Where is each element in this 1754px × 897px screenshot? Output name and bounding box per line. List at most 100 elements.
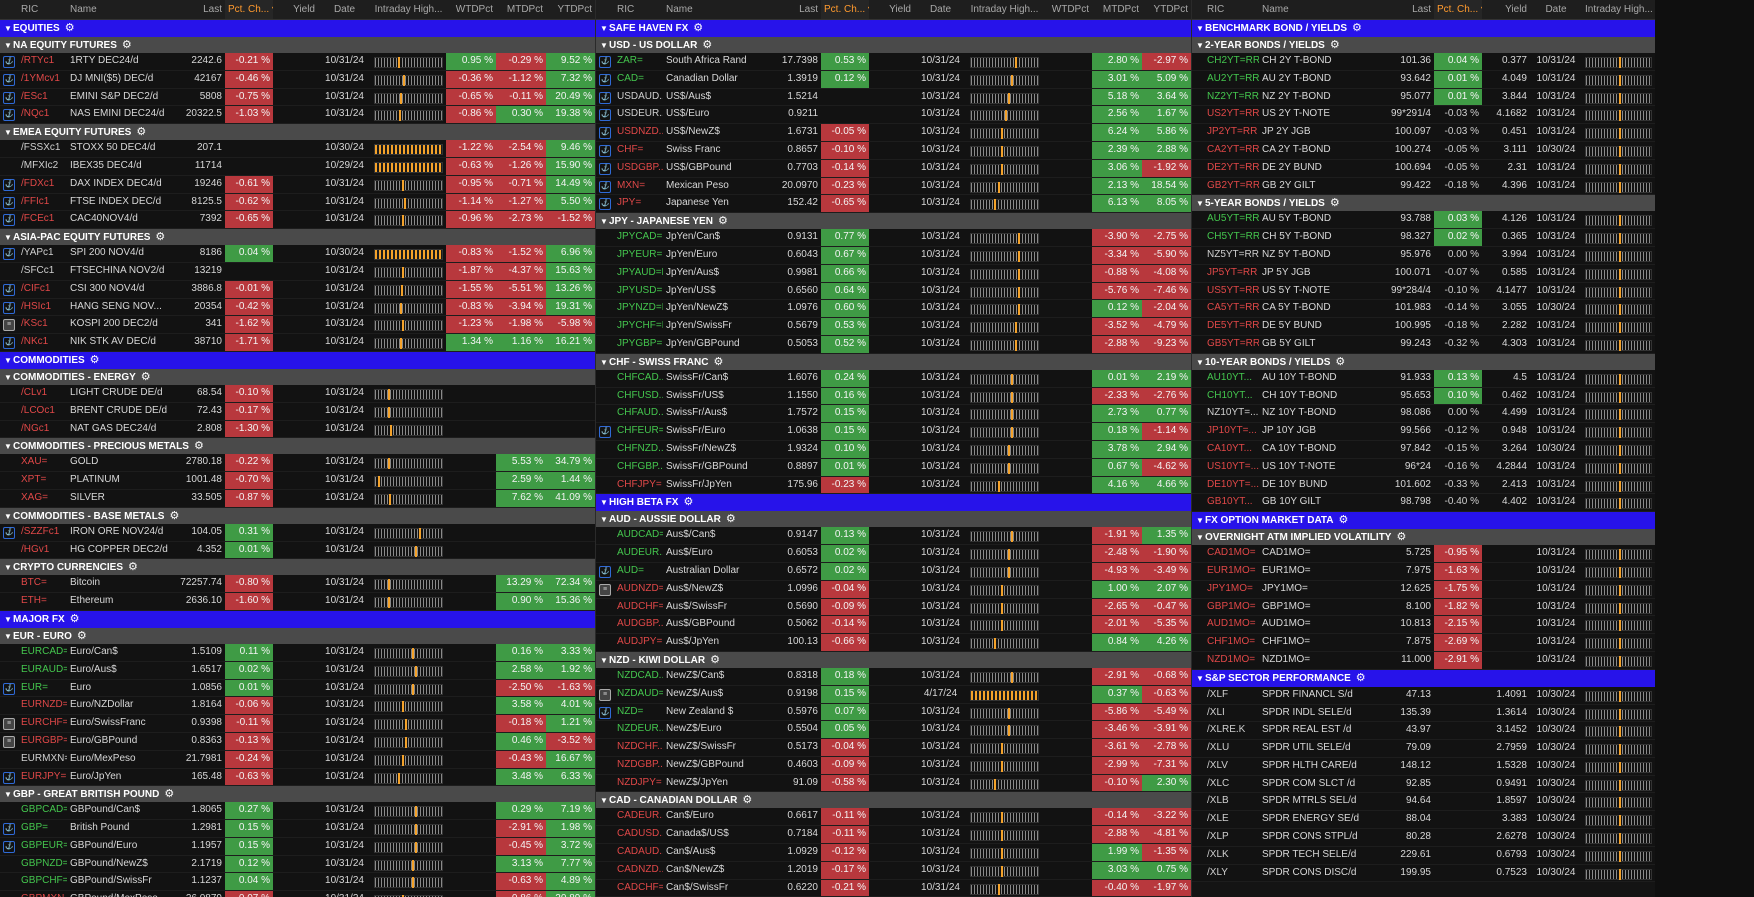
quote-row[interactable]: /XLV SPDR HLTH CARE/d 148.12 1.5328 10/30/24	[1192, 757, 1655, 776]
quote-row[interactable]: AU10YT... AU 10Y T-BOND 91.933 0.13 % 4.5 10/…	[1192, 369, 1655, 388]
ric-code[interactable]: CHFEUR=R	[617, 425, 663, 437]
ric-code[interactable]: US2YT=RR	[1207, 108, 1259, 120]
quote-row[interactable]: NZ5YT=RR NZ 5Y T-BOND 95.976 0.00 % 3.994 10/…	[1192, 246, 1655, 265]
chain-icon[interactable]: ⚓	[0, 820, 18, 837]
quote-row[interactable]: /CLv1 LIGHT CRUDE DE/d 68.54 -0.10 % 10/31/2…	[0, 384, 595, 403]
chain-icon[interactable]: ⚓	[0, 838, 18, 855]
subsection-header[interactable]: ▼2-YEAR BONDS / YIELDS ⚙	[1192, 37, 1655, 53]
caret-down-icon[interactable]: ▼	[600, 357, 608, 367]
ric-code[interactable]: CHFUSD...	[617, 389, 663, 401]
column-header-date[interactable]: Date	[1545, 4, 1567, 15]
quote-row[interactable]: NZDCAD... NewZ$/Can$ 0.8318 0.18 % 10/31/24-…	[596, 667, 1191, 686]
quote-row[interactable]: /XLI SPDR INDL SELE/d 135.39 1.3614 10/30/24	[1192, 704, 1655, 723]
quote-row[interactable]: /XLE SPDR ENERGY SE/d 88.04 3.383 10/30/24	[1192, 811, 1655, 830]
quote-row[interactable]: CADAUD... Can$/Aus$ 1.0929 -0.12 % 10/31/24 1…	[596, 844, 1191, 862]
gear-icon[interactable]: ⚙	[76, 629, 87, 642]
quote-row[interactable]: /NGc1 NAT GAS DEC24/d 2.808 -1.30 % 10/31/24	[0, 420, 595, 439]
quote-row[interactable]: ⚓ EUR= Euro 1.0856 0.01 % 10/31/24 -2.50 % -1.6…	[0, 679, 595, 698]
chain-icon[interactable]: ⚓	[0, 680, 18, 697]
quote-row[interactable]: ⚓ USDNZD... US$/NewZ$ 1.6731 -0.05 % 10/31/24…	[596, 124, 1191, 142]
ric-code[interactable]: CADUSD...	[617, 828, 663, 840]
caret-down-icon[interactable]: ▼	[1196, 199, 1204, 209]
ric-code[interactable]: /NQc1	[21, 108, 50, 120]
ric-code[interactable]: GBPNZD=	[21, 857, 67, 869]
caret-down-icon[interactable]: ▼	[4, 442, 12, 452]
quote-row[interactable]: ≡ EURCHF= Euro/SwissFranc 0.9398 -0.11 % 10/3…	[0, 715, 595, 733]
chain-icon[interactable]: ⚓	[596, 195, 614, 212]
gear-icon[interactable]: ⚙	[1352, 22, 1362, 34]
section-header[interactable]: ▼S&P SECTOR PERFORMANCE ⚙	[1192, 669, 1655, 687]
chain-icon[interactable]: ⚓	[596, 142, 614, 159]
quote-row[interactable]: /XLP SPDR CONS STPL/d 80.28 2.6278 10/30/24	[1192, 829, 1655, 847]
ric-code[interactable]: GBP=	[21, 822, 48, 834]
quote-row[interactable]: /XLU SPDR UTIL SELE/d 79.09 2.7959 10/30/24	[1192, 740, 1655, 758]
ric-code[interactable]: EURNZD=	[21, 699, 67, 711]
ric-code[interactable]: EUR1MO=	[1207, 564, 1256, 576]
column-header-pct-ch[interactable]: Pct. Ch... ▾	[1434, 0, 1482, 19]
ric-code[interactable]: NZDAUD=	[617, 687, 663, 699]
quote-row[interactable]: /FSSXc1 STOXX 50 DEC4/d 207.1 10/30/24 -1.22…	[0, 140, 595, 158]
ric-code[interactable]: AUDCHF=	[617, 600, 663, 612]
gear-icon[interactable]: ⚙	[702, 39, 713, 51]
column-header-yield[interactable]: Yield	[1505, 4, 1527, 15]
chain-icon[interactable]: ⚓	[0, 71, 18, 88]
quote-row[interactable]: GB2YT=RR GB 2Y GILT 99.422 -0.18 % 4.396 10/3…	[1192, 177, 1655, 196]
caret-down-icon[interactable]: ▼	[600, 217, 608, 227]
caret-down-icon[interactable]: ▼	[1196, 673, 1204, 683]
subsection-header[interactable]: ▼OVERNIGHT ATM IMPLIED VOLATILITY ⚙	[1192, 529, 1655, 546]
quote-row[interactable]: ETH= Ethereum 2636.10 -1.60 % 10/31/24 0.90 %…	[0, 593, 595, 611]
subsection-header[interactable]: ▼ASIA-PAC EQUITY FUTURES ⚙	[0, 229, 595, 246]
chain-icon[interactable]: ⚓	[0, 299, 18, 316]
quote-row[interactable]: CADUSD... Canada$/US$ 0.7184 -0.11 % 10/31/2…	[596, 826, 1191, 845]
quote-row[interactable]: NZDCHF... NewZ$/SwissFr 0.5173 -0.04 % 10/31…	[596, 739, 1191, 757]
caret-down-icon[interactable]: ▼	[1196, 516, 1204, 526]
quote-row[interactable]: ⚓ CHF= Swiss Franc 0.8657 -0.10 % 10/31/24 2.3…	[596, 141, 1191, 160]
ric-code[interactable]: CHFGBP...	[617, 460, 663, 472]
quote-row[interactable]: ⚓/YAPc1 SPI 200 NOV4/d 8186 0.04 % 10/30/24-…	[0, 245, 595, 263]
column-header-date[interactable]: Date	[333, 4, 356, 15]
ric-code[interactable]: /ESc1	[21, 90, 48, 102]
gear-icon[interactable]: ⚙	[140, 370, 151, 383]
ric-code[interactable]: XAG=	[21, 491, 48, 503]
subsection-header[interactable]: ▼EMEA EQUITY FUTURES ⚙	[0, 124, 595, 141]
ric-code[interactable]: DE10YT=...	[1207, 478, 1259, 490]
ric-code[interactable]: US5YT=RR	[1207, 284, 1259, 296]
caret-down-icon[interactable]: ▼	[4, 372, 12, 382]
column-header-wtdpct[interactable]: WTDPct	[1051, 4, 1089, 15]
chain-icon[interactable]: ⚓	[596, 704, 614, 721]
column-header-name[interactable]: Name	[1262, 4, 1289, 15]
quote-row[interactable]: GBPMXN...GBPound/MexPeso26.0879-0.07 %10…	[0, 891, 595, 897]
ric-code[interactable]: CADNZD...	[617, 863, 663, 875]
quote-row[interactable]: ≡ EURGBP= Euro/GBPound 0.8363 -0.13 % 10/31/2…	[0, 732, 595, 751]
quote-row[interactable]: CHFCAD... SwissFr/Can$ 1.6076 0.24 % 10/31/2…	[596, 369, 1191, 388]
ric-code[interactable]: CADEUR...	[617, 810, 663, 822]
ric-code[interactable]: /SZZFc1	[21, 525, 60, 537]
quote-row[interactable]: GBPCAD= GBPound/Can$ 1.8065 0.27 % 10/31/24 0…	[0, 802, 595, 821]
ric-code[interactable]: GB5YT=RR	[1207, 337, 1259, 349]
quote-row[interactable]: ⚓/1YMcv1 DJ MNI($5) DEC/d 42167 -0.46 % 10/3…	[0, 70, 595, 89]
ric-code[interactable]: /XLB	[1207, 795, 1229, 807]
gear-icon[interactable]: ⚙	[1329, 39, 1340, 51]
quote-row[interactable]: ⚓/NQc1 NAS EMINI DEC24/d 20322.5 -1.03 % 10/…	[0, 106, 595, 125]
caret-down-icon[interactable]: ▼	[4, 563, 12, 573]
section-header[interactable]: ▼COMMODITIES ⚙	[0, 351, 595, 369]
gear-icon[interactable]: ⚙	[155, 231, 166, 244]
quote-row[interactable]: NZDEUR... NewZ$/Euro 0.5504 0.05 % 10/31/24-…	[596, 721, 1191, 740]
quote-row[interactable]: AUDCHF= Aus$/SwissFr 0.5690 -0.09 % 10/31/24…	[596, 598, 1191, 617]
chain-icon[interactable]: ⚓	[596, 423, 614, 440]
ric-code[interactable]: GB10YT...	[1207, 496, 1253, 508]
caret-down-icon[interactable]: ▼	[1196, 41, 1204, 50]
ric-code[interactable]: MXN=	[617, 179, 646, 191]
ric-code[interactable]: NZDEUR...	[617, 723, 663, 735]
ric-code[interactable]: CAD1MO=	[1207, 547, 1256, 559]
ric-code[interactable]: CADCHF=	[617, 881, 663, 893]
gear-icon[interactable]: ⚙	[128, 561, 138, 574]
quote-row[interactable]: AUDJPY= Aus$/JpYen 100.13 -0.66 % 10/31/24 0.…	[596, 634, 1191, 652]
caret-down-icon[interactable]: ▼	[1196, 357, 1204, 367]
ric-code[interactable]: ETH=	[21, 595, 47, 607]
quote-row[interactable]: ⚓/SZZFc1 IRON ORE NOV24/d 104.05 0.31 % 10/3…	[0, 523, 595, 542]
ric-code[interactable]: EURGBP=	[21, 734, 67, 746]
quote-row[interactable]: CADEUR... Can$/Euro 0.6617 -0.11 % 10/31/24-…	[596, 808, 1191, 827]
